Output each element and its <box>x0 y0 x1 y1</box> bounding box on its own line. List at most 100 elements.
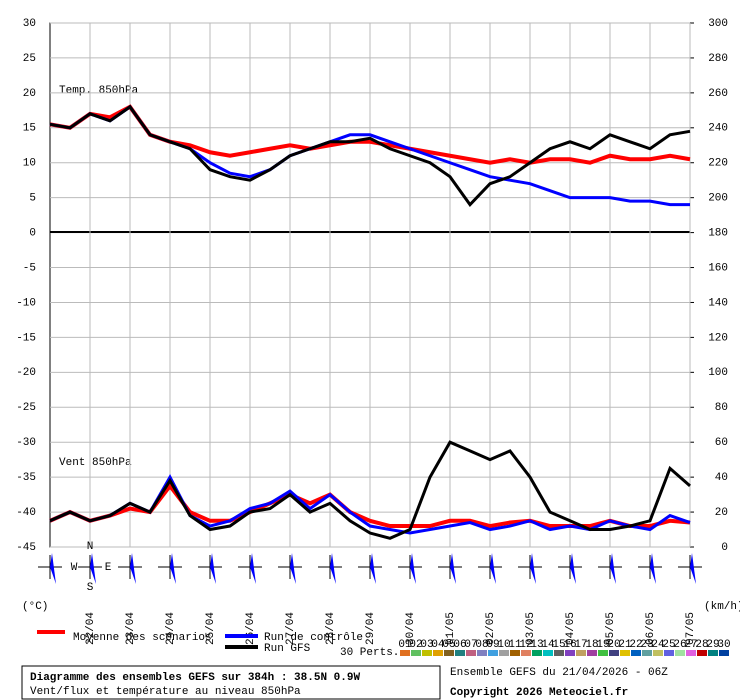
perturbation-swatch <box>598 650 608 656</box>
wind-rose <box>330 553 336 584</box>
wind-rose <box>410 553 416 584</box>
wind-rose <box>50 553 56 584</box>
perturbation-swatch <box>543 650 553 656</box>
copyright: Copyright 2026 Meteociel.fr <box>450 687 628 699</box>
x-tick-label: 26/04 <box>245 612 257 645</box>
perturbation-swatch <box>631 650 641 656</box>
perturbation-swatch <box>565 650 575 656</box>
y-tick-label: -25 <box>16 402 36 414</box>
y-tick-label: 25 <box>23 53 36 65</box>
wind-rose <box>170 553 176 584</box>
x-tick-label: 07/05 <box>685 612 697 645</box>
annotation: Temp. 850hPa <box>59 85 139 97</box>
compass-label: S <box>87 582 94 594</box>
x-tick-label: 28/04 <box>325 612 337 645</box>
x-tick-label: 01/05 <box>445 612 457 645</box>
y-axis-label: (°C) <box>22 601 48 613</box>
wind-rose <box>490 553 496 584</box>
wind-rose <box>610 553 616 584</box>
x-tick-label: 05/05 <box>605 612 617 645</box>
wind-rose <box>650 553 656 584</box>
perturbation-swatch <box>521 650 531 656</box>
perturbation-swatch <box>642 650 652 656</box>
perturbation-swatch <box>719 650 729 656</box>
x-tick-label: 06/05 <box>645 612 657 645</box>
perturbation-swatch <box>433 650 443 656</box>
perturbation-swatch <box>554 650 564 656</box>
y-tick-label: -20 <box>16 367 36 379</box>
perturbation-label: 17 <box>574 639 587 651</box>
perturbation-swatch <box>609 650 619 656</box>
x-tick-label: 30/04 <box>405 612 417 645</box>
y2-tick-label: 20 <box>715 507 728 519</box>
x-tick-label: 29/04 <box>365 612 377 645</box>
perturbation-label: 14 <box>541 639 555 651</box>
x-tick-label: 23/04 <box>125 612 137 645</box>
y-tick-label: -15 <box>16 332 36 344</box>
x-tick-label: 24/04 <box>165 612 177 645</box>
legend-label: Run de contrôle <box>264 632 363 644</box>
perturbation-swatch <box>400 650 410 656</box>
y-tick-label: 5 <box>29 193 36 205</box>
wind-rose <box>450 553 456 584</box>
perturbation-label: 22 <box>629 639 642 651</box>
perturbation-swatch <box>620 650 630 656</box>
wind-rose <box>290 553 296 584</box>
perturbation-label: 11 <box>508 639 522 651</box>
perturbation-label: 23 <box>640 639 653 651</box>
perturbation-label: 12 <box>519 639 532 651</box>
x-tick-label: 02/05 <box>485 612 497 645</box>
compass-label: E <box>105 562 112 574</box>
y2-tick-label: 260 <box>708 88 728 100</box>
y2-tick-label: 300 <box>708 18 728 30</box>
series-line <box>49 104 691 207</box>
perturbation-swatch <box>587 650 597 656</box>
y-tick-label: 15 <box>23 123 36 135</box>
perturbation-swatch <box>510 650 520 656</box>
perturbation-label: 08 <box>475 639 488 651</box>
wind-rose <box>210 553 216 584</box>
y-tick-label: 10 <box>23 158 36 170</box>
series-line <box>49 440 691 540</box>
perturbation-label: 03 <box>420 639 433 651</box>
perturbation-swatch <box>697 650 707 656</box>
y2-tick-label: 0 <box>721 542 728 554</box>
footer-subtitle: Vent/flux et température au niveau 850hP… <box>30 686 301 698</box>
perturbation-label: 05 <box>442 639 455 651</box>
perturbation-label: 01 <box>398 639 412 651</box>
perturbation-swatch <box>422 650 432 656</box>
perturbation-label: 18 <box>585 639 598 651</box>
perturbation-label: 09 <box>486 639 499 651</box>
wind-rose <box>250 553 256 584</box>
run-info: Ensemble GEFS du 21/04/2026 - 06Z <box>450 667 668 679</box>
perturbation-label: 04 <box>431 639 445 651</box>
perturbation-label: 16 <box>563 639 576 651</box>
footer-title: Diagramme des ensembles GEFS sur 384h : … <box>30 672 360 684</box>
perturbation-swatch <box>675 650 685 656</box>
y2-tick-label: 160 <box>708 262 728 274</box>
annotation: Vent 850hPa <box>59 457 132 469</box>
perturbation-label: 26 <box>673 639 686 651</box>
perturbation-label: 13 <box>530 639 543 651</box>
perturbation-swatch <box>686 650 696 656</box>
perturbation-label: 20 <box>607 639 620 651</box>
perturbation-swatch <box>411 650 421 656</box>
x-tick-label: 04/05 <box>565 612 577 645</box>
y2-tick-label: 240 <box>708 123 728 135</box>
perturbation-swatch <box>466 650 476 656</box>
wind-rose <box>570 553 576 584</box>
perturbation-swatch <box>653 650 663 656</box>
perturbation-swatch <box>708 650 718 656</box>
y2-axis-label: (km/h) <box>704 601 740 613</box>
y2-tick-label: 120 <box>708 332 728 344</box>
perturbation-label: 02 <box>409 639 422 651</box>
x-tick-label: 22/04 <box>85 612 97 645</box>
perturbation-label: 30 <box>717 639 730 651</box>
perturbation-label: 10 <box>497 639 510 651</box>
perturbation-label: 24 <box>651 639 665 651</box>
perturbation-swatch <box>532 650 542 656</box>
legend-label: Moyenne des scénarios <box>73 632 212 644</box>
perturbation-swatch <box>455 650 465 656</box>
y2-tick-label: 60 <box>715 437 728 449</box>
